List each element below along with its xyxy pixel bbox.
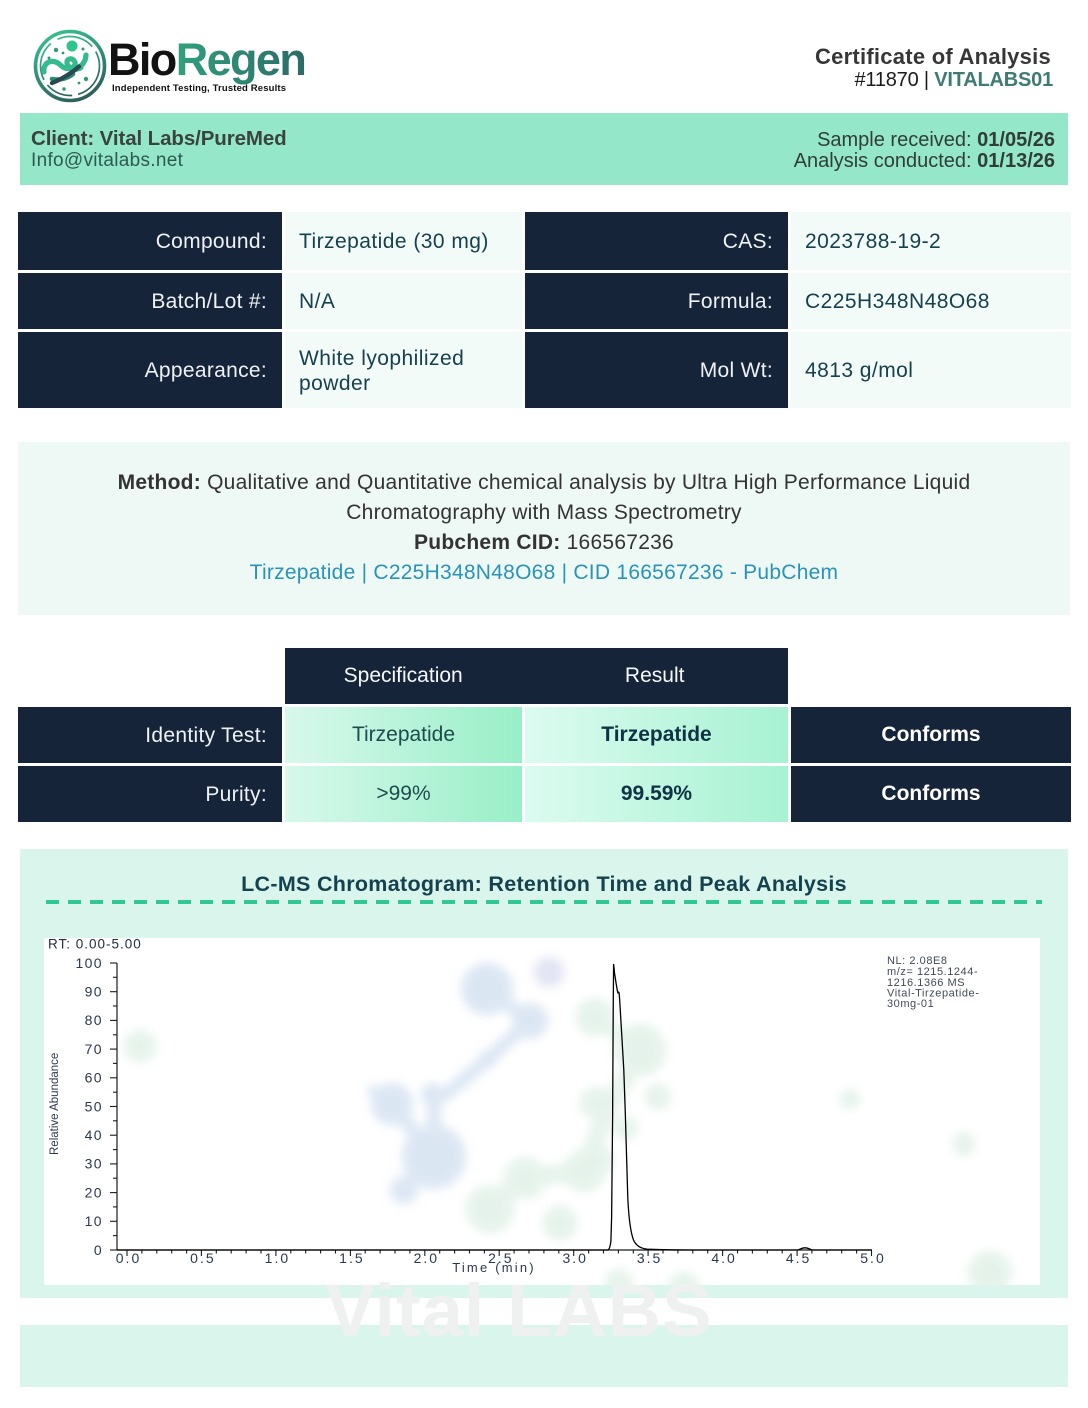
svg-text:0.0: 0.0	[116, 1250, 141, 1266]
svg-text:0.5: 0.5	[190, 1250, 215, 1266]
svg-text:90: 90	[85, 984, 103, 1000]
svg-text:m/z= 1215.1244-: m/z= 1215.1244-	[887, 966, 978, 978]
svg-text:60: 60	[85, 1070, 103, 1086]
svg-text:2.0: 2.0	[414, 1250, 439, 1266]
svg-text:Vital-Tirzepatide-: Vital-Tirzepatide-	[887, 988, 979, 1000]
svg-text:1216.1366 MS: 1216.1366 MS	[887, 977, 965, 989]
svg-text:40: 40	[85, 1127, 103, 1143]
svg-text:80: 80	[85, 1012, 103, 1028]
svg-text:5.0: 5.0	[860, 1250, 885, 1266]
svg-text:RT: 0.00-5.00: RT: 0.00-5.00	[48, 938, 142, 952]
svg-text:100: 100	[75, 955, 103, 971]
svg-text:70: 70	[85, 1041, 103, 1057]
svg-text:20: 20	[85, 1184, 103, 1200]
svg-text:1.0: 1.0	[265, 1250, 290, 1266]
svg-text:2.5: 2.5	[488, 1250, 513, 1266]
svg-text:Relative Abundance: Relative Abundance	[49, 1053, 61, 1155]
svg-text:4.0: 4.0	[711, 1250, 736, 1266]
svg-text:50: 50	[85, 1098, 103, 1114]
svg-text:3.5: 3.5	[637, 1250, 662, 1266]
svg-text:30mg-01: 30mg-01	[887, 998, 934, 1010]
svg-text:10: 10	[85, 1213, 103, 1229]
svg-text:3.0: 3.0	[562, 1250, 587, 1266]
svg-text:30: 30	[85, 1156, 103, 1172]
svg-text:1.5: 1.5	[339, 1250, 364, 1266]
svg-text:NL: 2.08E8: NL: 2.08E8	[887, 955, 948, 967]
svg-text:4.5: 4.5	[786, 1250, 811, 1266]
svg-text:Time (min): Time (min)	[452, 1260, 536, 1275]
svg-text:0: 0	[94, 1242, 103, 1258]
